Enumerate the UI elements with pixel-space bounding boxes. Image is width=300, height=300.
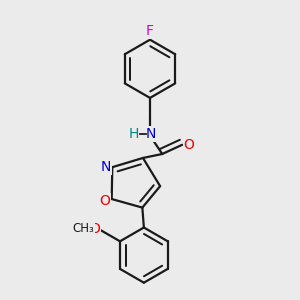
- Text: H: H: [129, 128, 139, 141]
- Text: CH₃: CH₃: [72, 222, 94, 235]
- Text: O: O: [89, 222, 100, 236]
- Text: N: N: [146, 128, 156, 141]
- Text: O: O: [100, 194, 110, 208]
- Text: N: N: [100, 160, 111, 173]
- Text: F: F: [146, 24, 154, 38]
- Text: O: O: [184, 138, 194, 152]
